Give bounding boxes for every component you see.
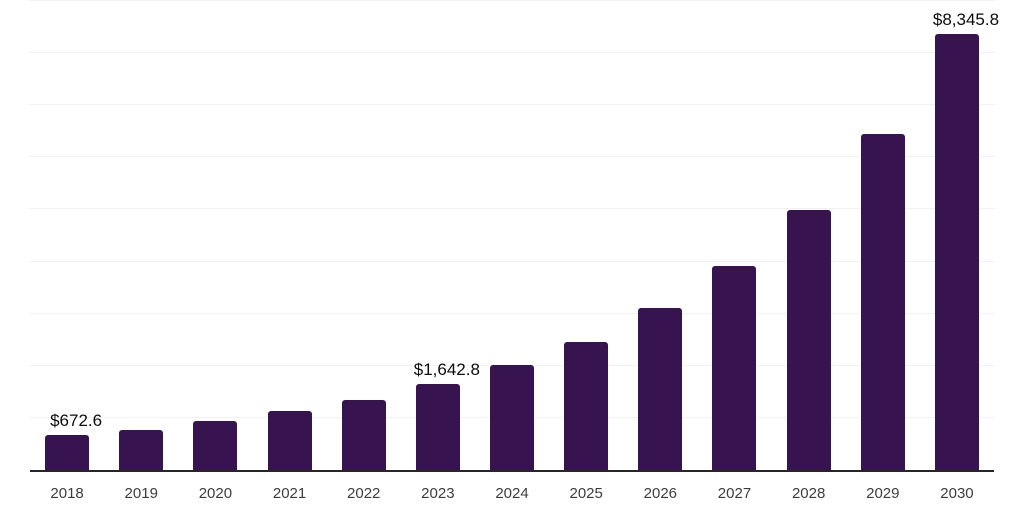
x-tick-2019: 2019 xyxy=(124,485,158,502)
bar-2030 xyxy=(934,34,979,470)
bar-2025 xyxy=(564,341,609,470)
value-label-2023: $1,642.8 xyxy=(413,360,480,380)
x-tick-2022: 2022 xyxy=(347,485,381,502)
x-tick-2018: 2018 xyxy=(50,485,84,502)
bar-2019 xyxy=(119,429,164,470)
bar-group-2020 xyxy=(178,0,252,470)
bar-group-2024 xyxy=(475,0,549,470)
x-tick-2029: 2029 xyxy=(866,485,900,502)
bar-group-2029 xyxy=(846,0,920,470)
x-tick-2027: 2027 xyxy=(717,485,752,502)
bar-group-2019 xyxy=(104,0,178,470)
gridline-7000 xyxy=(30,103,994,105)
gridline-8000 xyxy=(30,51,994,53)
x-tick-2030: 2030 xyxy=(940,485,974,502)
x-tick-2025: 2025 xyxy=(569,485,603,502)
gridline-4000 xyxy=(30,260,994,262)
gridline-9000 xyxy=(30,0,994,1)
bar-2020 xyxy=(193,421,238,470)
bar-2023 xyxy=(415,384,460,470)
x-tick-2020: 2020 xyxy=(198,485,233,502)
bar-group-2018: $672.6 xyxy=(30,0,104,470)
x-tick-2024: 2024 xyxy=(495,485,529,502)
bar-2028 xyxy=(786,209,831,470)
bar-group-2027 xyxy=(697,0,771,470)
bar-2027 xyxy=(712,266,757,470)
x-tick-2028: 2028 xyxy=(791,485,826,502)
x-axis-line xyxy=(30,470,994,472)
plot-area: $672.6 $1,642.8 $8,345.8 xyxy=(30,0,999,472)
bar-group-2030: $8,345.8 xyxy=(920,0,999,470)
bar-2021 xyxy=(267,411,312,470)
gridline-6000 xyxy=(30,156,994,158)
bar-group-2025 xyxy=(549,0,623,470)
x-tick-2023: 2023 xyxy=(421,485,455,502)
x-tick-2026: 2026 xyxy=(643,485,678,502)
bar-group-2023: $1,642.8 xyxy=(401,0,480,470)
bar-2022 xyxy=(341,400,386,470)
value-label-2018: $672.6 xyxy=(50,410,103,430)
gridline-5000 xyxy=(30,208,994,210)
bar-group-2022 xyxy=(327,0,401,470)
bar-group-2026 xyxy=(623,0,697,470)
bar-2026 xyxy=(638,307,683,470)
bar-2018 xyxy=(45,434,90,470)
bar-series: $672.6 $1,642.8 $8,345.8 xyxy=(30,0,999,470)
bar-group-2028 xyxy=(772,0,846,470)
bar-group-2021 xyxy=(252,0,326,470)
x-tick-2021: 2021 xyxy=(272,485,307,502)
value-label-2030: $8,345.8 xyxy=(932,10,1000,30)
bar-2024 xyxy=(490,365,535,470)
x-axis-tick-labels: 2018 2019 2020 2021 2022 2023 2024 2025 2026 2027… xyxy=(30,486,994,501)
bar-2029 xyxy=(860,134,905,470)
gridline-3000 xyxy=(30,312,994,314)
